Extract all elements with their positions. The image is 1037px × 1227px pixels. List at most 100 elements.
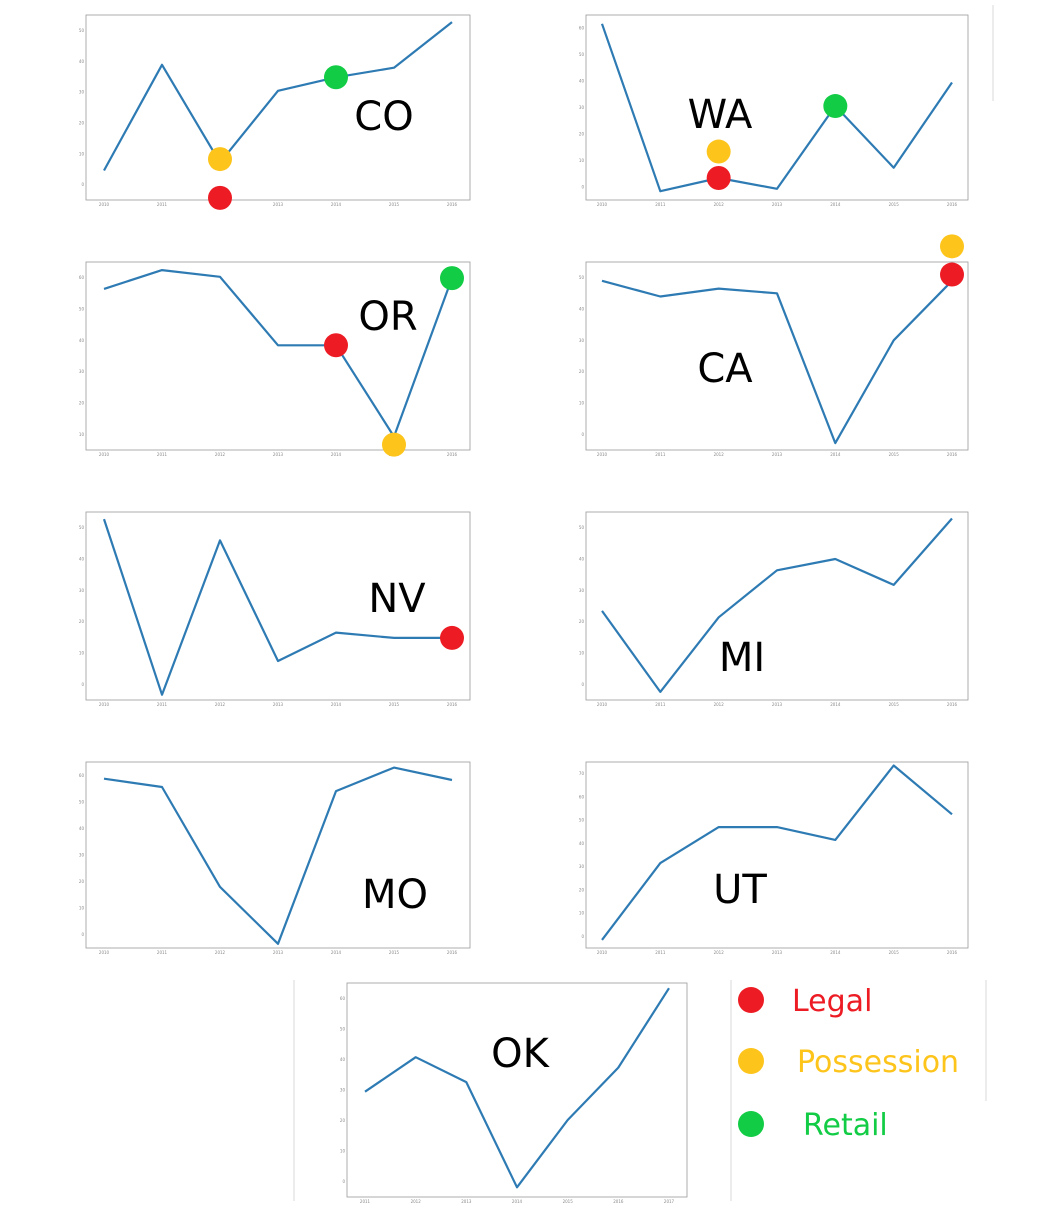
legend-label-legal: Legal — [792, 984, 872, 1019]
y-tick-label: 20 — [579, 619, 585, 624]
chart-panel-ca: 2010 2011 2012 2013 2014 2015 2016 0 10 20 30 40 50 C… — [579, 234, 969, 457]
y-tick-label: 50 — [579, 275, 585, 280]
y-tick-label: 10 — [79, 432, 85, 437]
state-label-ok: OK — [491, 1031, 550, 1077]
x-tick-label: 2012 — [411, 1199, 422, 1204]
x-tick-label: 2011 — [360, 1199, 371, 1204]
plot-frame — [585, 761, 969, 949]
x-tick-label: 2011 — [655, 950, 666, 955]
x-tick-label: 2014 — [830, 702, 841, 707]
y-tick-label: 30 — [79, 369, 85, 374]
y-tick-label: 30 — [579, 864, 585, 869]
y-tick-label: 60 — [340, 996, 346, 1001]
series-line-nv — [102, 518, 452, 696]
marker-retail-co — [324, 65, 348, 90]
marker-legal-wa — [706, 165, 731, 190]
chart-panel-or: 2010201120122013201420152016102030405060… — [79, 261, 471, 457]
x-tick-label: 2015 — [889, 202, 900, 207]
x-tick-label: 2010 — [99, 950, 110, 955]
y-tick-label: 40 — [579, 307, 585, 312]
legal-marker-icon — [738, 987, 764, 1013]
series-line-co — [103, 21, 453, 172]
x-tick-label: 2016 — [947, 950, 958, 955]
y-tick-label: 40 — [79, 557, 85, 562]
y-tick-label: 60 — [579, 794, 585, 799]
plot-frame — [585, 511, 969, 701]
x-tick-label: 2011 — [157, 950, 168, 955]
state-label-ut: UT — [713, 867, 767, 913]
marker-legal-co — [208, 185, 232, 210]
y-tick-label: 20 — [579, 887, 585, 892]
y-tick-label: 0 — [81, 682, 84, 687]
state-label-wa: WA — [688, 92, 753, 138]
y-tick-label: 50 — [579, 525, 585, 530]
y-tick-label: 30 — [79, 588, 85, 593]
plot-frame — [85, 14, 471, 201]
chart-panel-nv: 2010 2011 2012 2013 2014 2015 2016 0 10 20 30 40 50 N… — [79, 511, 471, 707]
legend-item-retail: Retail — [738, 1108, 888, 1143]
series-line-ok — [364, 987, 670, 1189]
x-tick-label: 2010 — [597, 202, 608, 207]
x-tick-label: 2013 — [772, 702, 783, 707]
y-tick-label: 40 — [79, 59, 85, 64]
x-tick-label: 2015 — [563, 1199, 574, 1204]
x-tick-label: 2011 — [157, 452, 168, 457]
x-tick-label: 2012 — [215, 950, 226, 955]
y-tick-label: 40 — [340, 1057, 346, 1062]
y-tick-label: 20 — [579, 369, 585, 374]
x-tick-label: 2014 — [830, 452, 841, 457]
chart-panel-co: 201020112012201320142015201601020304050C… — [79, 14, 471, 210]
state-label-co: CO — [354, 94, 413, 140]
y-tick-label: 10 — [79, 151, 85, 156]
x-tick-label: 2010 — [597, 702, 608, 707]
plot-frame — [85, 261, 471, 451]
chart-panel-ok: 2011 2012 2013 2014 2015 2016 2017 0 10 20 30 40 50 6… — [340, 982, 688, 1204]
y-tick-label: 30 — [340, 1088, 346, 1093]
series-line-wa — [600, 23, 953, 193]
x-tick-label: 2015 — [889, 950, 900, 955]
y-tick-label: 20 — [340, 1118, 346, 1123]
x-tick-label: 2013 — [273, 702, 284, 707]
y-tick-label: 50 — [579, 52, 585, 57]
y-tick-label: 30 — [579, 105, 585, 110]
marker-retail-wa — [823, 94, 848, 119]
y-tick-label: 40 — [79, 826, 85, 831]
x-tick-label: 2016 — [947, 452, 958, 457]
y-tick-label: 0 — [581, 432, 584, 437]
y-tick-label: 0 — [581, 682, 584, 687]
x-tick-label: 2016 — [447, 950, 458, 955]
x-tick-label: 2013 — [461, 1199, 472, 1204]
y-tick-label: 40 — [579, 841, 585, 846]
y-tick-label: 60 — [79, 275, 85, 280]
marker-legal-ca — [940, 262, 964, 287]
x-tick-label: 2010 — [99, 702, 110, 707]
plot-frame — [85, 511, 471, 701]
x-tick-label: 2013 — [273, 950, 284, 955]
state-label-nv: NV — [368, 576, 426, 622]
y-tick-label: 10 — [579, 401, 585, 406]
x-tick-label: 2015 — [889, 452, 900, 457]
x-tick-label: 2014 — [830, 202, 841, 207]
y-tick-label: 30 — [79, 853, 85, 858]
x-tick-label: 2016 — [613, 1199, 624, 1204]
x-tick-label: 2012 — [215, 452, 226, 457]
y-tick-label: 20 — [579, 131, 585, 136]
x-tick-label: 2012 — [714, 202, 725, 207]
x-tick-label: 2015 — [389, 202, 400, 207]
x-tick-label: 2012 — [714, 452, 725, 457]
marker-retail-or — [440, 266, 464, 291]
x-tick-label: 2015 — [389, 950, 400, 955]
x-tick-label: 2010 — [597, 452, 608, 457]
x-tick-label: 2012 — [714, 702, 725, 707]
y-tick-label: 50 — [79, 525, 85, 530]
y-tick-label: 10 — [79, 906, 85, 911]
y-tick-label: 50 — [79, 28, 85, 33]
marker-possession-or — [382, 432, 406, 457]
marker-legal-or — [324, 333, 348, 358]
plot-frame — [585, 14, 969, 201]
x-tick-label: 2013 — [772, 452, 783, 457]
series-line-mo — [103, 766, 453, 945]
x-tick-label: 2015 — [389, 702, 400, 707]
marker-possession-wa — [706, 139, 731, 164]
